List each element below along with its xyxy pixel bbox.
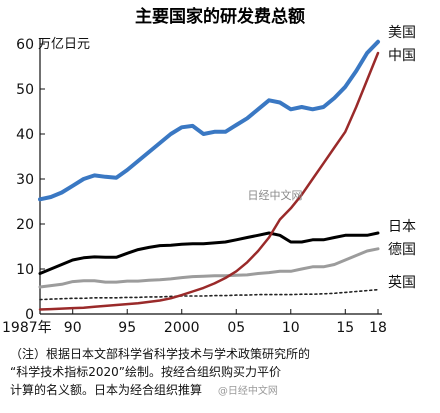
y-tick-label: 60 — [16, 37, 34, 53]
source-mark: @日经中文网 — [217, 386, 278, 397]
series-layer — [38, 39, 380, 311]
y-tick-label: 10 — [16, 262, 34, 278]
series-label-de: 德国 — [388, 242, 416, 258]
x-tick-label: 95 — [118, 320, 136, 336]
series-line-德国 — [38, 247, 380, 289]
footnote-line-3-text: 计算的名义额。日本为经合组织推算 — [10, 383, 203, 397]
series-line-美国 — [38, 39, 380, 202]
x-tick-label: 1987年 — [2, 320, 52, 336]
y-tick-label: 30 — [16, 172, 34, 188]
y-tick-label: 0 — [25, 307, 34, 323]
y-axis-unit-label: 万亿日元 — [38, 37, 90, 52]
footnote-line-2: “科学技术指标2020”绘制。按经合组织购买力平价 — [10, 365, 281, 379]
y-tick-label: 50 — [16, 82, 34, 98]
series-line-中国 — [38, 51, 380, 311]
x-tick-label: 05 — [227, 320, 245, 336]
y-tick-label: 40 — [16, 127, 34, 143]
y-tick-label: 20 — [16, 217, 34, 233]
x-tick-label: 18 — [369, 320, 387, 336]
x-tick-label: 10 — [282, 320, 300, 336]
series-label-jp: 日本 — [388, 219, 416, 235]
x-tick-label: 2000 — [164, 320, 200, 336]
series-line-英国 — [39, 288, 379, 301]
series-label-uk: 英国 — [388, 274, 416, 291]
x-tick-label: 90 — [64, 320, 82, 336]
y-axis: 0 10 20 30 40 50 60 — [16, 37, 45, 323]
chart-title: 主要国家的研发费总额 — [135, 6, 305, 27]
series-label-us: 美国 — [388, 25, 416, 41]
x-tick-label: 15 — [336, 320, 354, 336]
x-axis: 1987年 90 95 2000 05 10 15 18 — [2, 309, 387, 336]
watermark: 日经中文网 — [248, 188, 303, 202]
series-label-cn: 中国 — [388, 48, 416, 64]
series-line-日本 — [38, 231, 380, 275]
footnote: （注）根据日本文部科学省科学技术与学术政策研究所的 “科学技术指标2020”绘制… — [10, 345, 430, 401]
footnote-line-1: （注）根据日本文部科学省科学技术与学术政策研究所的 — [10, 347, 311, 361]
footnote-line-3: 计算的名义额。日本为经合组织推算 @日经中文网 — [10, 381, 430, 401]
